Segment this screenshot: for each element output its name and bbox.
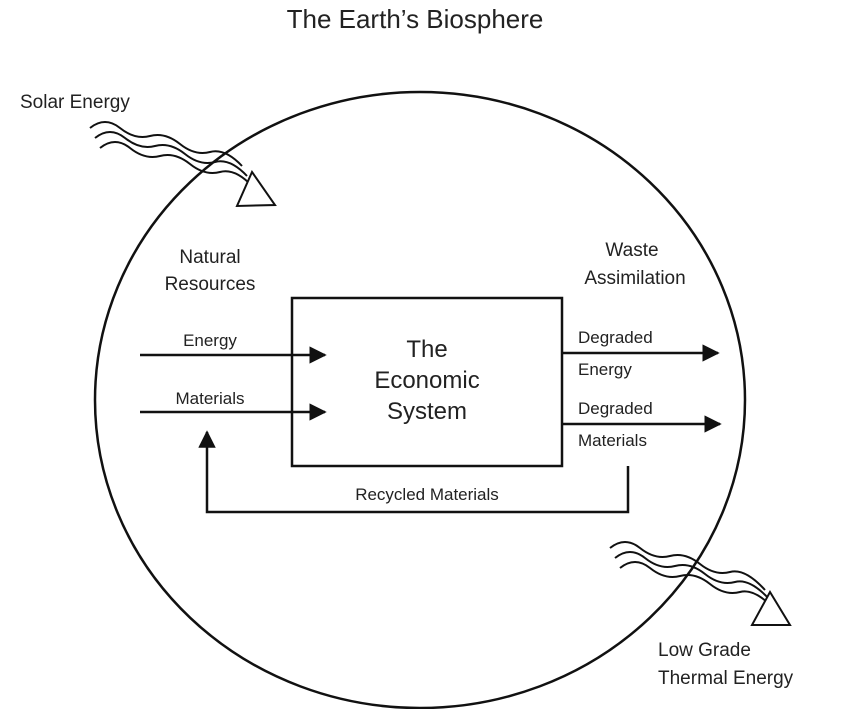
- degraded-materials-label: Materials: [578, 431, 647, 450]
- energy-label: Energy: [183, 331, 237, 350]
- degraded-materials-label: Degraded: [578, 399, 653, 418]
- system-label: The: [406, 336, 447, 363]
- recycle-arrow: [198, 430, 630, 514]
- outputs-label: Assimilation: [584, 268, 685, 289]
- sink-label: Thermal Energy: [658, 668, 794, 689]
- system-label: Economic: [374, 367, 479, 394]
- title: The Earth’s Biosphere: [287, 4, 544, 34]
- outputs-label: Waste: [605, 240, 658, 261]
- solar-label: Solar Energy: [20, 92, 130, 113]
- inputs-label: Natural: [179, 247, 240, 268]
- materials-label: Materials: [176, 389, 245, 408]
- system-box: [290, 296, 564, 468]
- solar-waves: [89, 121, 277, 208]
- degraded-energy-label: Degraded: [578, 328, 653, 347]
- inputs-label: Resources: [165, 274, 256, 295]
- recycled-label: Recycled Materials: [355, 485, 499, 504]
- thermal-waves: [609, 541, 792, 626]
- degraded-energy-label: Energy: [578, 360, 632, 379]
- sink-label: Low Grade: [658, 640, 751, 661]
- system-label: System: [387, 398, 467, 425]
- biosphere: [93, 90, 747, 709]
